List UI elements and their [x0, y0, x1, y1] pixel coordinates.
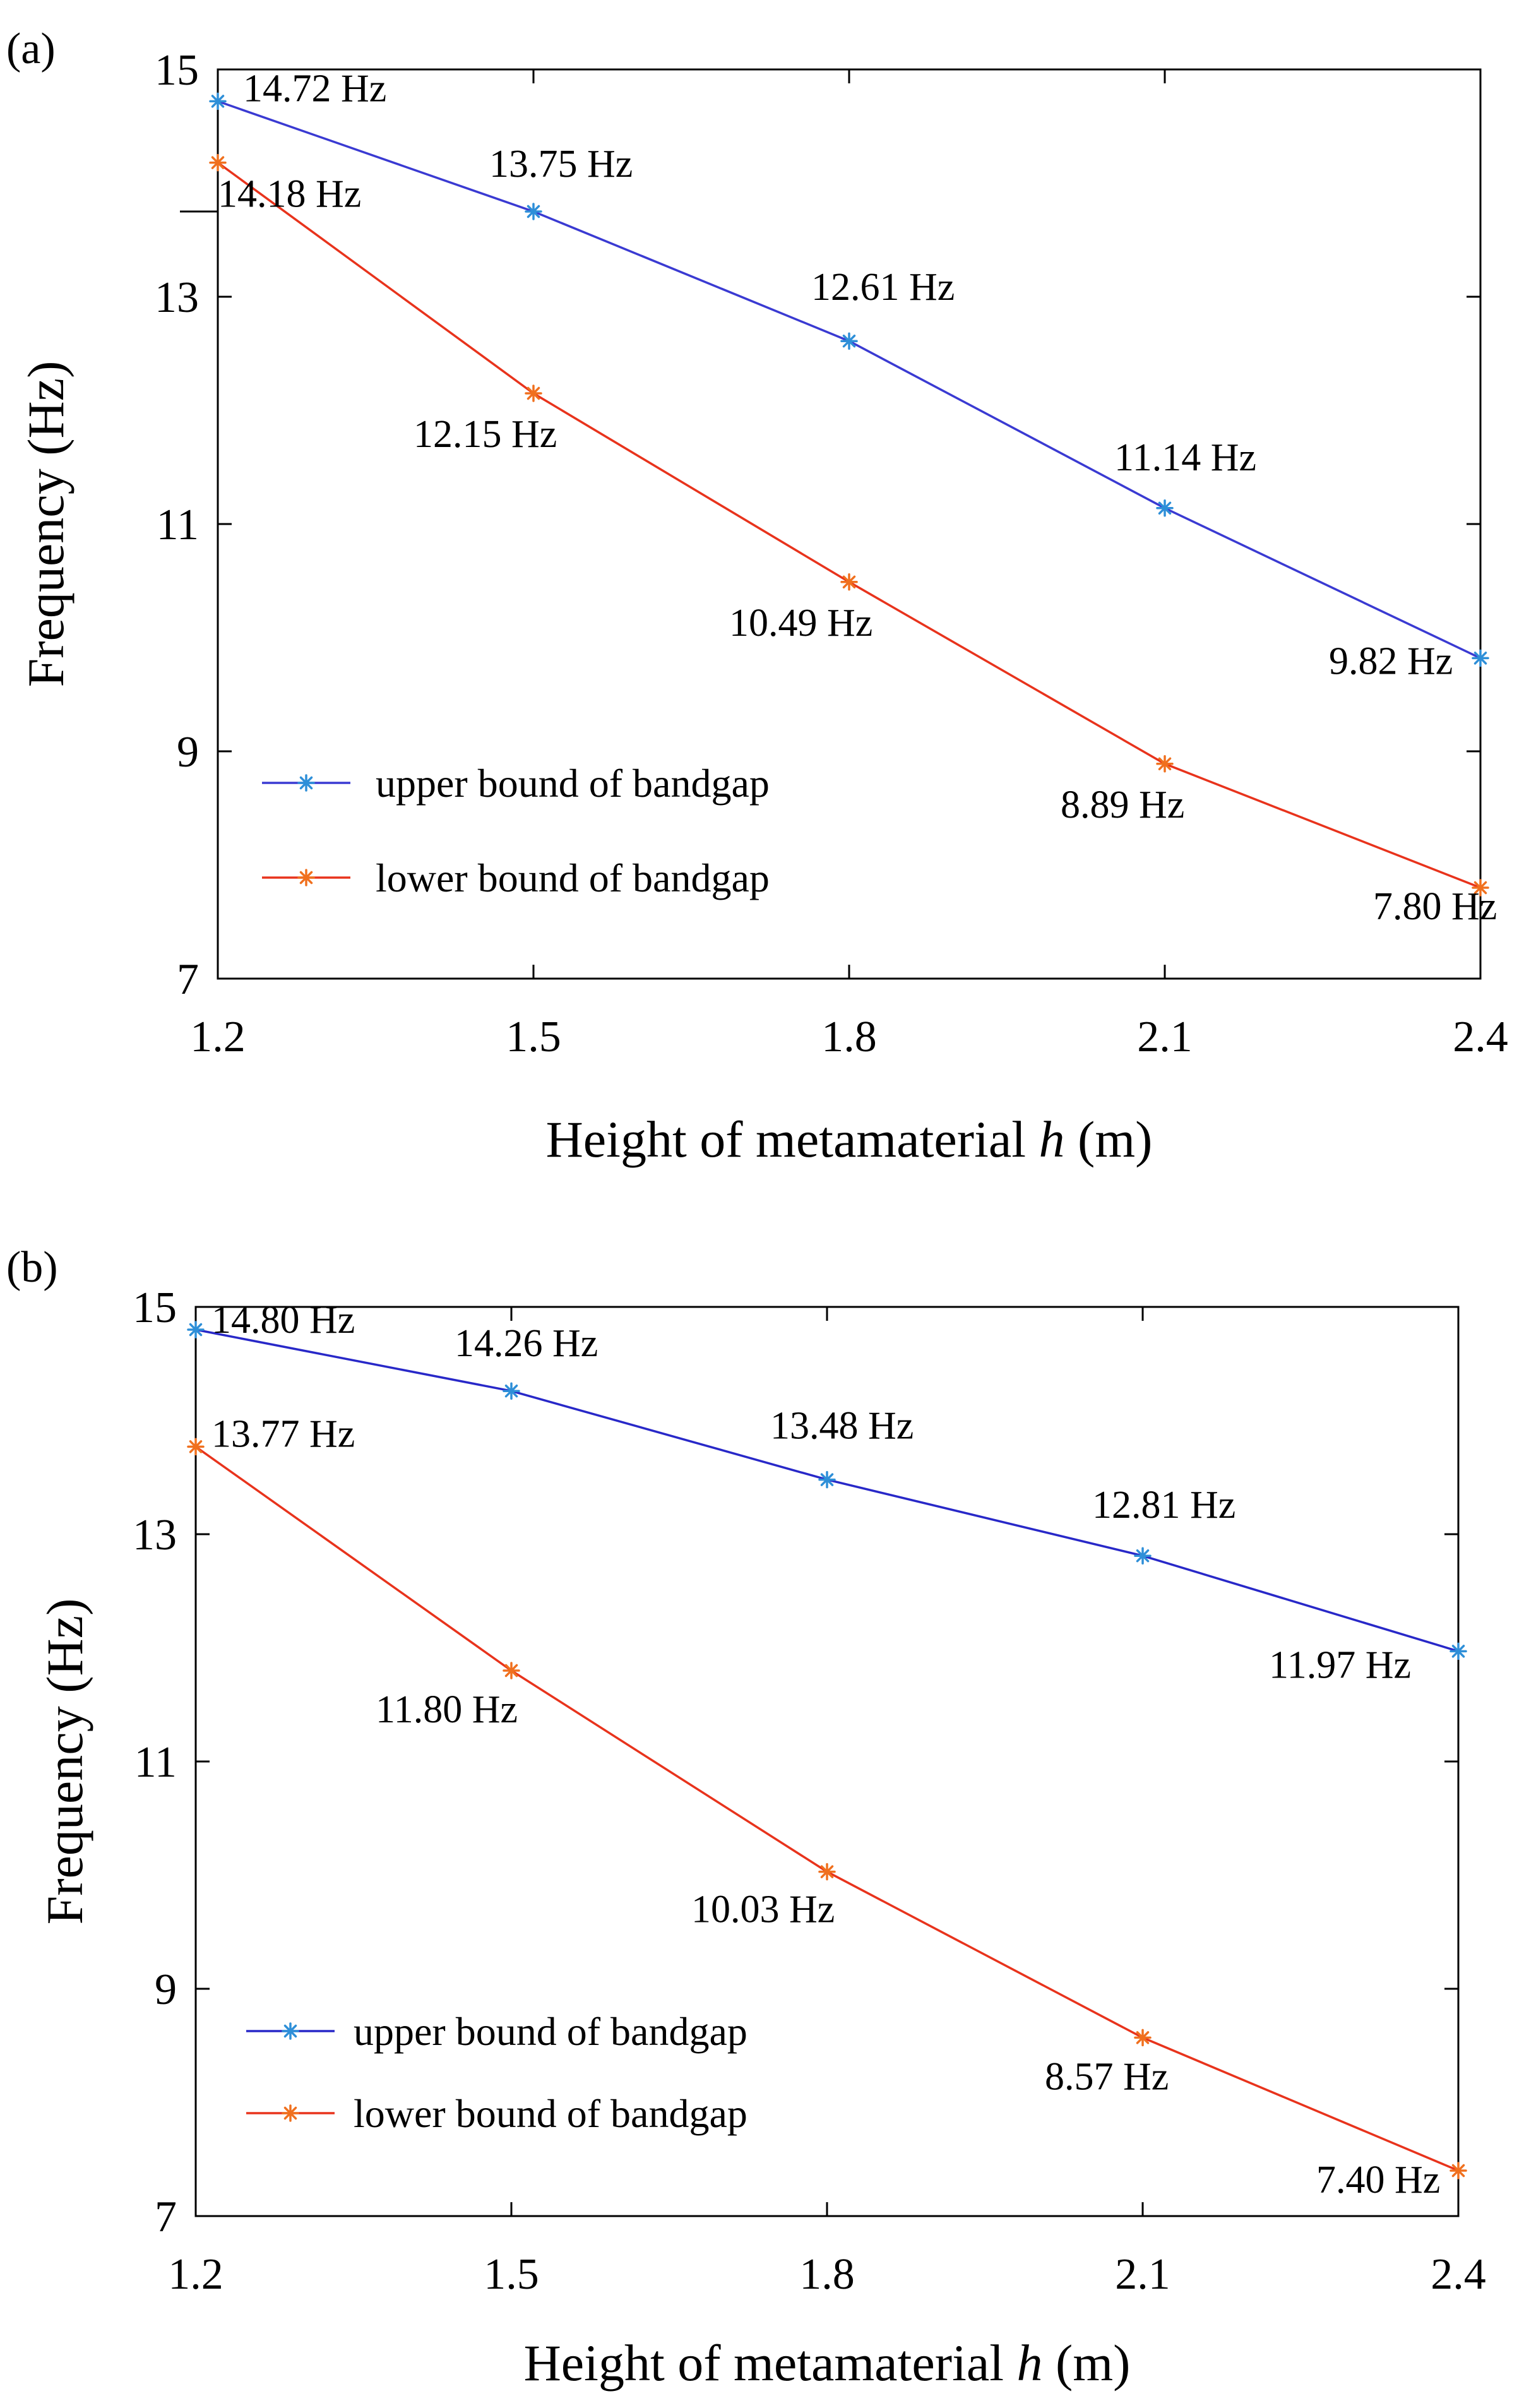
x-axis-title-part: Height of metamaterial: [524, 2334, 1017, 2392]
y-tick-label: 7: [177, 955, 199, 1004]
legend-item: lower bound of bandgap: [246, 2091, 747, 2136]
x-tick-label: 2.4: [1453, 1013, 1508, 1061]
y-tick-label: 11: [134, 1738, 177, 1787]
y-axis-title: Frequency (Hz): [17, 361, 74, 688]
data-label: 13.75 Hz: [489, 143, 633, 186]
x-tick-label: 1.2: [168, 2250, 223, 2299]
legend-marker: [297, 869, 315, 886]
data-point-marker: [525, 203, 542, 220]
data-point-marker: [840, 332, 858, 350]
legend-label: lower bound of bandgap: [354, 2091, 747, 2136]
data-point-marker: [818, 1470, 836, 1489]
legend-label: upper bound of bandgap: [354, 2009, 747, 2054]
legend-marker: [297, 774, 315, 792]
y-tick-label: 11: [157, 501, 199, 549]
lower-bound-series: 14.18 Hz 12.15 Hz 10.49 Hz 8.89 Hz 7.80 Hz: [209, 153, 1497, 928]
y-tick-label: 15: [133, 1284, 177, 1332]
data-point-marker: [187, 1321, 205, 1338]
data-label: 11.14 Hz: [1114, 436, 1256, 479]
y-axis-title: Frequency (Hz): [36, 1599, 93, 1925]
data-point-marker: [503, 1662, 520, 1679]
panel-label: (b): [6, 1243, 58, 1292]
x-tick-label: 1.5: [506, 1013, 561, 1061]
data-label: 14.72 Hz: [243, 67, 386, 110]
data-point-marker: [1450, 2162, 1467, 2179]
legend-item: lower bound of bandgap: [262, 855, 770, 900]
x-tick-label: 1.5: [484, 2250, 539, 2299]
legend-item: upper bound of bandgap: [262, 761, 770, 806]
legend-marker: [282, 2104, 299, 2122]
x-axis-title: Height of metamaterial h (m): [524, 2334, 1131, 2392]
lower-bound-series: 13.77 Hz 11.80 Hz 10.03 Hz 8.57 Hz 7.40 Hz: [187, 1412, 1467, 2202]
data-point-marker: [1156, 755, 1174, 773]
x-tick-label: 2.1: [1137, 1013, 1193, 1061]
x-axis-title-part: h: [1039, 1111, 1065, 1168]
y-tick-label: 9: [177, 728, 199, 777]
y-tick-label: 13: [133, 1511, 177, 1559]
data-point-marker: [525, 384, 542, 402]
x-tick-label: 2.4: [1431, 2250, 1486, 2299]
chart-panel-b: (b) 7 9 11 13 15 1.2 1.5 1.8 2.1 2.4 Height of meta…: [6, 1243, 1486, 2392]
data-label: 11.80 Hz: [376, 1688, 518, 1731]
data-label: 13.77 Hz: [211, 1412, 355, 1455]
y-tick-label: 7: [155, 2193, 177, 2241]
data-point-marker: [1472, 879, 1489, 897]
legend-label: upper bound of bandgap: [376, 761, 770, 806]
data-point-marker: [1472, 649, 1489, 667]
data-point-marker: [209, 92, 227, 110]
data-label: 8.57 Hz: [1045, 2055, 1169, 2098]
data-label: 9.82 Hz: [1329, 640, 1453, 682]
upper-bound-series: 14.80 Hz 14.26 Hz 13.48 Hz 12.81 Hz 11.97 Hz: [187, 1299, 1467, 1686]
x-axis-title-part: Height of metamaterial: [546, 1111, 1039, 1168]
data-label: 12.61 Hz: [811, 266, 955, 309]
data-label: 10.03 Hz: [691, 1888, 835, 1931]
legend-marker: [282, 2022, 299, 2040]
legend-label: lower bound of bandgap: [376, 855, 770, 900]
chart-panel-a: (a) 7 9 11 13 15 1.2 1.5 1.8 2.1 2.4 Height of meta…: [6, 25, 1508, 1168]
data-label: 7.80 Hz: [1373, 885, 1497, 928]
data-point-marker: [818, 1863, 836, 1881]
data-label: 10.49 Hz: [729, 602, 872, 645]
y-tick-label: 9: [155, 1965, 177, 2014]
data-point-marker: [1134, 1547, 1152, 1565]
x-axis-title-part: (m): [1065, 1111, 1153, 1168]
y-tick-label: 13: [155, 273, 199, 322]
x-axis-title-part: (m): [1043, 2334, 1131, 2392]
x-axis-title: Height of metamaterial h (m): [546, 1111, 1153, 1168]
data-label: 12.15 Hz: [414, 413, 557, 456]
x-tick-label: 1.8: [799, 2250, 855, 2299]
data-label: 11.97 Hz: [1269, 1643, 1411, 1686]
data-label: 12.81 Hz: [1092, 1484, 1235, 1527]
legend: upper bound of bandgap lower bound of ban…: [246, 2009, 747, 2136]
panel-label: (a): [6, 25, 56, 73]
data-label: 13.48 Hz: [770, 1405, 914, 1448]
data-label: 14.26 Hz: [455, 1322, 598, 1365]
data-label: 14.80 Hz: [211, 1299, 355, 1342]
series-line: [194, 1445, 1459, 2172]
data-point-marker: [1134, 2029, 1152, 2047]
series-line: [195, 1328, 1459, 1653]
x-tick-label: 2.1: [1115, 2250, 1170, 2299]
data-label: 8.89 Hz: [1061, 784, 1184, 826]
y-tick-label: 15: [155, 46, 199, 95]
legend: upper bound of bandgap lower bound of ban…: [262, 761, 770, 900]
data-label: 7.40 Hz: [1316, 2159, 1440, 2202]
data-label: 14.18 Hz: [218, 173, 361, 216]
data-point-marker: [209, 153, 227, 172]
data-point-marker: [1450, 1642, 1467, 1660]
plot-frame: [217, 68, 1482, 980]
data-point-marker: [503, 1382, 520, 1400]
x-tick-label: 1.2: [190, 1013, 246, 1061]
data-point-marker: [187, 1438, 205, 1456]
data-point-marker: [840, 573, 858, 591]
data-point-marker: [1156, 499, 1174, 517]
x-tick-label: 1.8: [821, 1013, 877, 1061]
legend-item: upper bound of bandgap: [246, 2009, 747, 2054]
upper-bound-series: 14.72 Hz 13.75 Hz 12.61 Hz 11.14 Hz 9.82 Hz: [209, 67, 1489, 682]
x-axis-title-part: h: [1017, 2334, 1043, 2392]
